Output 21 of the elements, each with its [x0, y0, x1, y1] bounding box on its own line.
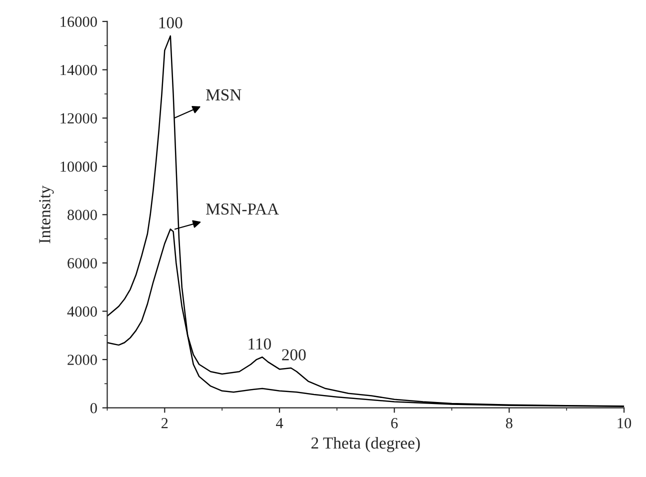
- y-tick-label: 4000: [67, 306, 97, 317]
- y-tick-label: 2000: [68, 354, 97, 365]
- y-tick-label: 12000: [60, 113, 97, 124]
- y-tick-label: 14000: [60, 64, 97, 76]
- annotation: 100: [159, 17, 182, 28]
- annotation: 200: [282, 349, 306, 360]
- x-axis-title: 2 Theta (degree): [311, 436, 420, 452]
- x-tick-label: 8: [506, 418, 512, 428]
- y-tick-label: 8000: [68, 210, 97, 220]
- y-tick-label: 16000: [60, 16, 97, 27]
- y-tick-label: 10000: [60, 161, 97, 172]
- x-tick-label: 2: [162, 418, 168, 428]
- x-tick-label: 10: [618, 418, 632, 428]
- x-tick-label: 4: [276, 418, 284, 428]
- series-label: MSN: [206, 89, 242, 100]
- text: MSN-PAA: [206, 203, 279, 215]
- y-tick-label: 0: [90, 402, 97, 414]
- x-tick-label: 6: [391, 418, 398, 428]
- y-tick-label: 6000: [68, 258, 97, 268]
- annotation: 110: [248, 338, 271, 350]
- y-axis-title: Intensity: [39, 186, 54, 244]
